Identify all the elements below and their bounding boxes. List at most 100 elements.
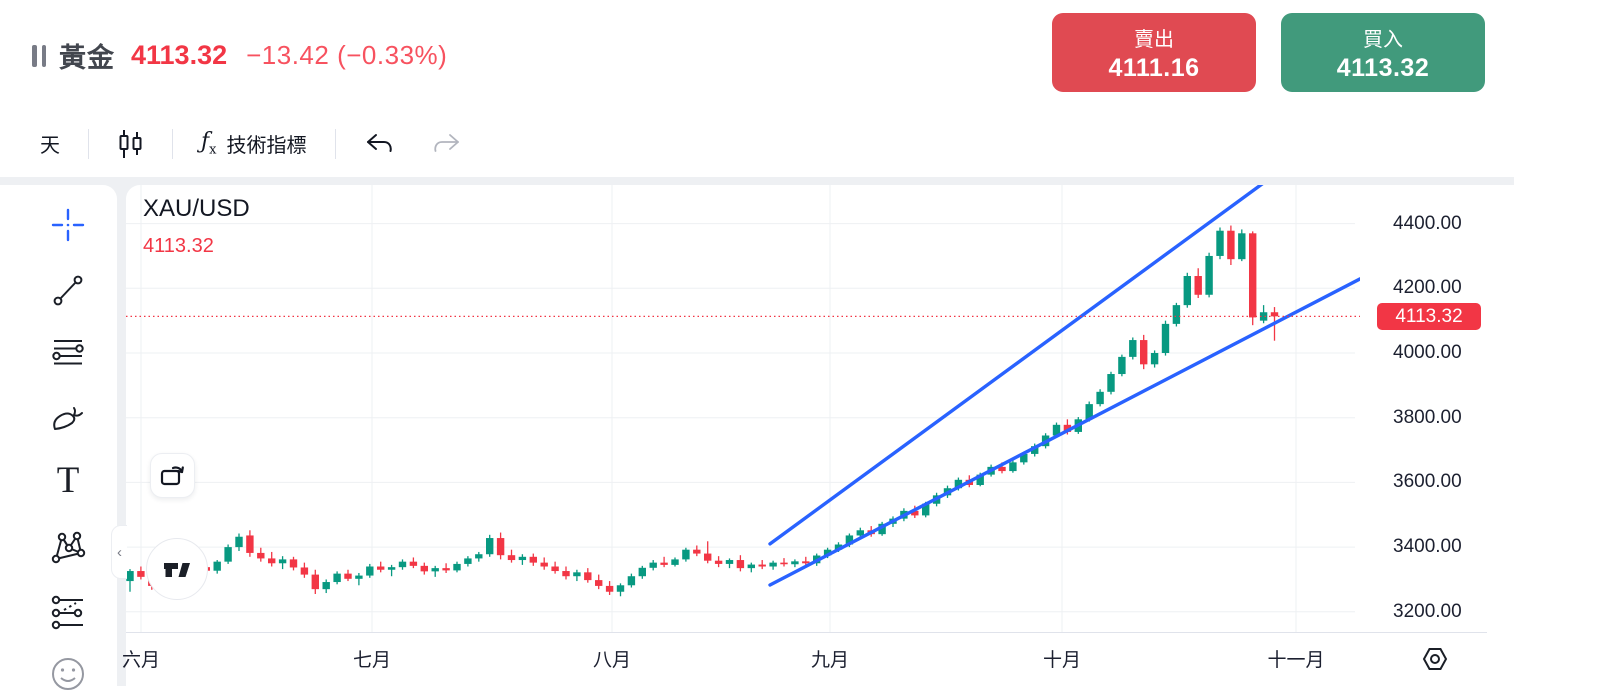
sell-label: 賣出 — [1134, 28, 1174, 51]
trading-app: 黃金 4113.32 −13.42 (−0.33%) 賣出 4111.16 買入… — [0, 0, 1514, 690]
candle — [660, 562, 668, 565]
candle — [845, 535, 854, 545]
candle — [954, 479, 963, 489]
chevron-left-icon: ‹ — [117, 543, 122, 561]
candle — [540, 562, 548, 567]
last-price-badge: 4113.32 — [1377, 303, 1481, 331]
price-axis[interactable]: 4113.32 4400.00 4200.00 4000.00 3800.00 3600… — [1360, 185, 1514, 632]
candle — [246, 535, 254, 553]
candle — [311, 574, 319, 590]
candle — [649, 562, 657, 568]
undo-button[interactable] — [364, 132, 394, 156]
xabcd-pattern-tool[interactable] — [46, 525, 90, 569]
candle — [998, 466, 1006, 472]
tradingview-logo[interactable] — [146, 538, 208, 600]
candle — [464, 558, 472, 564]
candle — [518, 556, 527, 561]
rotate-screen-button[interactable] — [150, 453, 195, 498]
chart-panel: XAU/USD 4113.32 ‹ 4113.32 4400 — [111, 185, 1514, 686]
chart-last-price: 4113.32 — [143, 235, 214, 257]
pause-icon[interactable] — [32, 44, 46, 68]
candle — [714, 560, 723, 564]
candle — [725, 560, 734, 564]
candle — [758, 564, 766, 567]
candle — [834, 544, 843, 550]
trend-line-tool[interactable] — [46, 268, 90, 312]
candle — [584, 572, 592, 581]
candle — [1020, 453, 1028, 463]
candle — [736, 560, 745, 569]
buy-label: 買入 — [1363, 28, 1403, 51]
candle — [387, 567, 396, 570]
candle — [769, 562, 777, 567]
candle — [486, 538, 494, 555]
candle — [529, 556, 537, 563]
price-change: −13.42 (−0.33%) — [246, 40, 448, 70]
buy-price: 4113.32 — [1336, 53, 1430, 82]
candle — [693, 549, 701, 554]
trend-line[interactable] — [768, 277, 1360, 587]
redo-button[interactable] — [432, 132, 462, 156]
candle — [1096, 391, 1104, 405]
candle — [922, 503, 930, 516]
price-axis-label: 4200.00 — [1393, 277, 1462, 299]
candle — [791, 561, 799, 565]
chart-canvas[interactable] — [126, 185, 1360, 632]
brush-tool[interactable] — [46, 396, 90, 440]
toolbar-separator — [334, 128, 336, 159]
crosshair-icon — [51, 208, 85, 242]
projection-tool[interactable] — [46, 591, 90, 635]
price-axis-label: 4400.00 — [1393, 212, 1462, 234]
time-axis-label: 十一月 — [1267, 650, 1325, 671]
candle — [300, 567, 309, 575]
text-tool[interactable]: T — [46, 458, 90, 502]
buy-button[interactable]: 買入 4113.32 — [1281, 13, 1485, 92]
trend-line-icon — [53, 275, 83, 306]
candle — [126, 571, 134, 582]
candle — [322, 582, 330, 590]
candle — [442, 568, 450, 571]
candle — [278, 559, 287, 564]
candle — [431, 568, 439, 572]
time-axis-label: 八月 — [592, 650, 631, 671]
candle — [268, 558, 276, 564]
candle — [213, 561, 221, 571]
sell-button[interactable]: 賣出 4111.16 — [1052, 13, 1256, 92]
candle — [1063, 424, 1072, 432]
candle — [1140, 340, 1148, 365]
time-axis[interactable]: 六月 七月 八月 九月 十月 十一月 — [122, 632, 1487, 686]
candle — [780, 562, 788, 565]
horizontal-lines-tool[interactable] — [46, 331, 90, 375]
price-axis-label: 3400.00 — [1393, 536, 1462, 558]
candle — [257, 552, 265, 559]
last-price: 4113.32 — [131, 40, 228, 70]
trade-buttons: 賣出 4111.16 買入 4113.32 — [1052, 13, 1485, 92]
candle — [682, 549, 690, 560]
chart-style-button[interactable] — [117, 129, 144, 159]
interval-button[interactable]: 天 — [40, 135, 60, 157]
candle — [1238, 233, 1246, 260]
trend-line[interactable] — [768, 185, 1265, 546]
candle — [671, 559, 679, 565]
emoji-tool[interactable] — [46, 650, 90, 694]
chart-symbol[interactable]: XAU/USD — [143, 195, 250, 222]
candle — [573, 572, 581, 577]
crosshair-tool[interactable] — [46, 203, 90, 247]
price-axis-label: 3800.00 — [1393, 406, 1462, 428]
candle — [747, 564, 755, 569]
candle — [1172, 305, 1181, 324]
indicators-button[interactable]: ƒx 技術指標 — [201, 129, 307, 158]
candle — [1107, 374, 1115, 392]
time-axis-label: 六月 — [121, 650, 160, 671]
axis-settings-gear-icon[interactable] — [1420, 645, 1450, 678]
candle — [595, 580, 603, 586]
price-axis-label: 4000.00 — [1393, 342, 1462, 363]
fx-icon: ƒx — [201, 129, 217, 158]
price-axis-label: 3200.00 — [1393, 600, 1462, 622]
collapse-drawing-bar-tab[interactable]: ‹ — [111, 525, 127, 579]
candle — [475, 554, 483, 559]
candle — [823, 549, 832, 556]
projection-icon — [51, 595, 83, 630]
xabcd-pattern-icon — [51, 531, 86, 564]
candle — [802, 561, 810, 564]
